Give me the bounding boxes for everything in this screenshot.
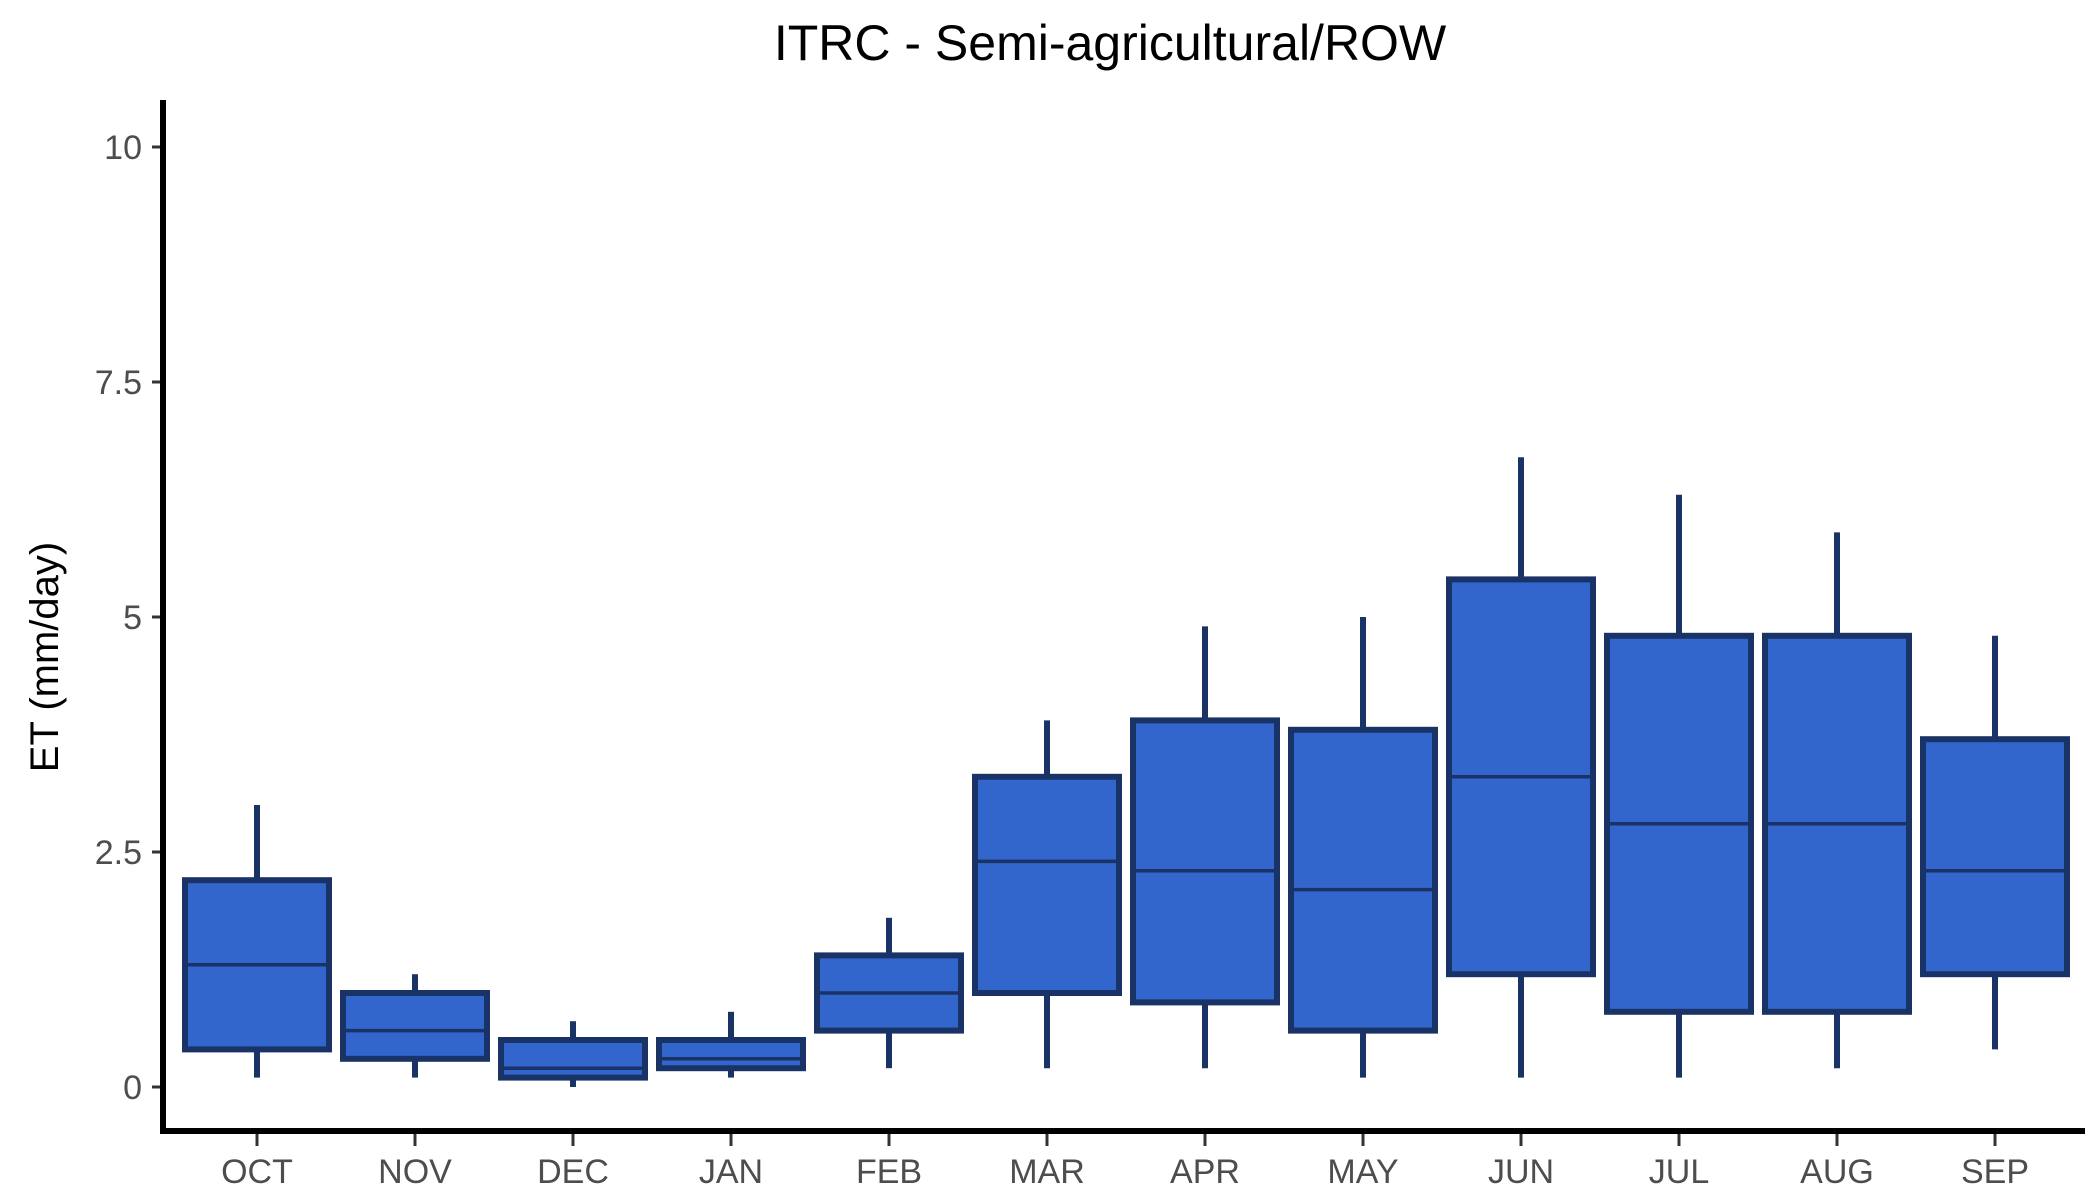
x-tick-label: MAY	[1327, 1153, 1398, 1191]
box-body	[1130, 717, 1280, 1006]
box-nov	[340, 974, 490, 1078]
x-tick-label: MAR	[1009, 1153, 1085, 1191]
box-jun	[1446, 457, 1596, 1078]
box-body	[498, 1037, 648, 1081]
x-tick-label: NOV	[378, 1153, 452, 1191]
box-jul	[1604, 494, 1754, 1078]
box-aug	[1762, 532, 1912, 1069]
box-feb	[814, 917, 964, 1069]
x-tick-label: OCT	[221, 1153, 293, 1191]
x-tick-label: FEB	[856, 1153, 922, 1191]
y-tick-label: 7.5	[95, 364, 142, 402]
x-tick-label: DEC	[537, 1153, 609, 1191]
box-oct	[182, 805, 332, 1078]
x-tick-label: JAN	[699, 1153, 763, 1191]
x-axis-ticks: OCT NOV DEC JAN FEB MAR APR MAY JUN JUL AUG SEP	[221, 1134, 2029, 1191]
x-tick-label: AUG	[1800, 1153, 1874, 1191]
box-mar	[972, 720, 1122, 1069]
box-series	[182, 457, 2070, 1087]
box-jan	[656, 1011, 806, 1078]
box-body	[1288, 726, 1438, 1034]
box-body	[972, 773, 1122, 996]
y-tick-label: 10	[104, 129, 142, 167]
box-may	[1288, 617, 1438, 1078]
box-body	[1920, 736, 2070, 978]
x-tick-label: APR	[1170, 1153, 1240, 1191]
y-tick-label: 0	[123, 1069, 142, 1107]
box-apr	[1130, 626, 1280, 1069]
box-body	[340, 990, 490, 1062]
box-body	[656, 1037, 806, 1072]
y-tick-label: 2.5	[95, 834, 142, 872]
chart-title: ITRC - Semi-agricultural/ROW	[774, 15, 1447, 71]
box-dec	[498, 1021, 648, 1087]
x-tick-label: JUN	[1488, 1153, 1554, 1191]
y-tick-label: 5	[123, 599, 142, 637]
y-axis-ticks: 0 2.5 5 7.5 10	[95, 129, 163, 1107]
box-sep	[1920, 635, 2070, 1050]
y-axis-title: ET (mm/day)	[23, 542, 67, 772]
x-tick-label: SEP	[1961, 1153, 2029, 1191]
x-tick-label: JUL	[1649, 1153, 1709, 1191]
